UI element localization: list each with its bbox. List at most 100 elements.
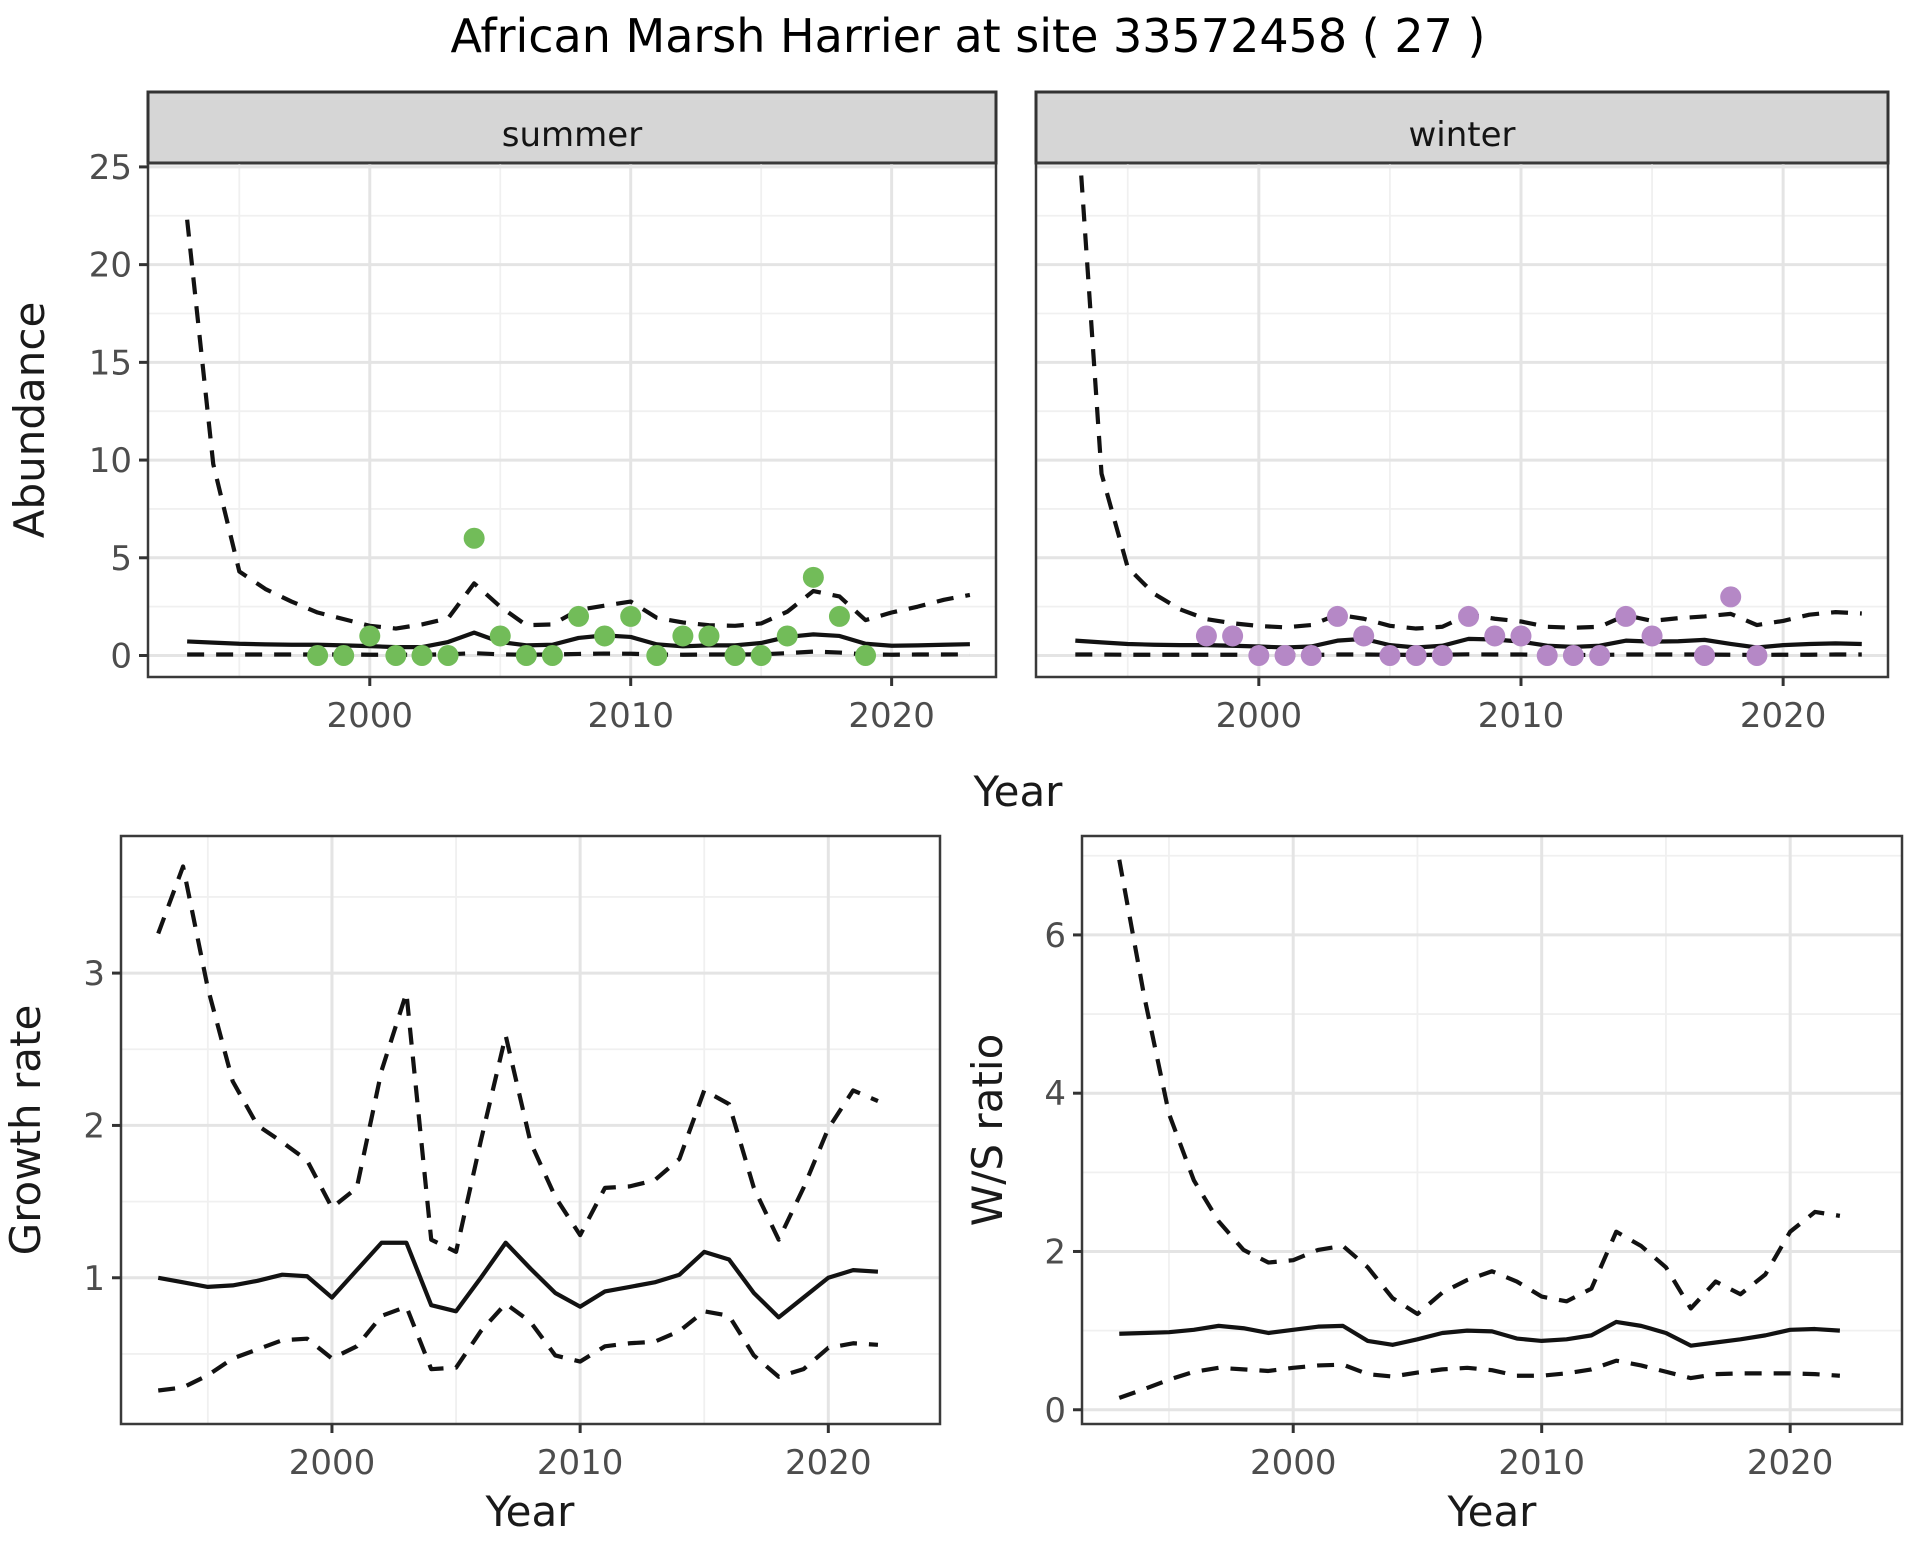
x-tick-label: 2010 (1478, 696, 1565, 736)
lower-ci-line (157, 1301, 879, 1393)
data-point (1589, 645, 1611, 667)
data-point (541, 645, 563, 667)
data-point (489, 625, 511, 647)
panel-ws-ratio: 2000 2010 2020 0 2 4 6 (1044, 834, 1904, 1483)
data-point (855, 645, 877, 667)
panel-border (146, 161, 998, 679)
gridlines-major (1082, 836, 1902, 1424)
fit-line (1119, 1319, 1841, 1348)
data-point (1379, 645, 1401, 667)
axis-ticks: 2000 2010 2020 (1216, 677, 1827, 736)
data-point (1326, 605, 1348, 627)
data-point (672, 625, 694, 647)
y-tick-label: 6 (1044, 916, 1066, 956)
data-point (620, 605, 642, 627)
data-point (1641, 625, 1663, 647)
x-tick-label: 2000 (289, 1443, 376, 1483)
data-point (1720, 586, 1742, 608)
data-point (1615, 605, 1637, 627)
lower-ci-line (1075, 652, 1862, 658)
plot-title: African Marsh Harrier at site 33572458 (… (451, 9, 1486, 63)
x-tick-label: 2010 (587, 696, 674, 736)
gridlines-minor (121, 836, 940, 1424)
y-axis-title-ws-ratio: W/S ratio (963, 1034, 1012, 1227)
data-point (515, 645, 537, 667)
data-point (1405, 645, 1427, 667)
y-tick-label: 4 (1044, 1074, 1066, 1114)
data-point (646, 645, 668, 667)
panel-winter: 2000 2010 2020 (1034, 161, 1890, 736)
data-point (568, 605, 590, 627)
data-point (802, 566, 824, 588)
x-axis-title-year-top: Year (973, 767, 1064, 816)
fit-line (157, 1240, 879, 1320)
series-group (1117, 859, 1841, 1400)
axis-ticks: 2000 2010 2020 0 2 4 6 (1044, 916, 1833, 1483)
gridlines-minor (1036, 163, 1888, 677)
data-point (1300, 645, 1322, 667)
panel-growth-rate: 2000 2010 2020 1 2 3 (83, 834, 942, 1483)
data-point (1746, 645, 1768, 667)
data-point (1353, 625, 1375, 647)
strip-label-summer: summer (502, 115, 642, 155)
panel-summer: 2000 2010 2020 0 5 10 15 20 25 (89, 148, 998, 736)
y-tick-label: 10 (89, 441, 132, 481)
x-axis-title-year-growth: Year (485, 1487, 576, 1536)
x-axis-title-year-ws: Year (1447, 1487, 1538, 1536)
x-tick-label: 2000 (1250, 1443, 1337, 1483)
data-point (1195, 625, 1217, 647)
strip-background (1034, 90, 1890, 165)
data-point (1693, 645, 1715, 667)
data-point (385, 645, 407, 667)
data-point (698, 625, 720, 647)
upper-ci-line (156, 864, 879, 1254)
data-point (1562, 645, 1584, 667)
panel-border (1080, 834, 1904, 1426)
gridlines-major (121, 836, 940, 1424)
upper-ci-line (1078, 163, 1862, 631)
y-tick-label: 2 (1044, 1232, 1066, 1272)
x-tick-label: 2020 (785, 1443, 872, 1483)
x-tick-label: 2000 (1216, 696, 1303, 736)
y-tick-label: 0 (1044, 1391, 1066, 1431)
upper-ci-line (185, 219, 971, 631)
y-tick-label: 0 (110, 637, 132, 677)
series-group (185, 219, 971, 657)
gridlines-minor (148, 163, 996, 677)
data-point (1484, 625, 1506, 647)
strip-background (146, 90, 998, 165)
facet-strip-summer: summer (146, 90, 998, 165)
x-tick-label: 2020 (1740, 696, 1827, 736)
data-point (307, 645, 329, 667)
data-point (411, 645, 433, 667)
data-point (724, 645, 746, 667)
x-tick-label: 2010 (1498, 1443, 1585, 1483)
data-point (1510, 625, 1532, 647)
y-tick-label: 15 (89, 343, 132, 383)
data-point (463, 527, 485, 549)
facet-strip-winter: winter (1034, 90, 1890, 165)
data-point (333, 645, 355, 667)
panel-border (1034, 161, 1890, 679)
series-group (1075, 163, 1862, 658)
y-tick-label: 3 (83, 954, 105, 994)
panel-border (119, 834, 942, 1426)
gridlines-major (148, 163, 996, 677)
data-point (828, 605, 850, 627)
strip-label-winter: winter (1408, 115, 1515, 155)
data-point (1222, 625, 1244, 647)
data-point (1536, 645, 1558, 667)
data-point (359, 625, 381, 647)
y-tick-label: 2 (83, 1106, 105, 1146)
y-tick-label: 25 (89, 148, 132, 188)
series-group (156, 864, 879, 1393)
x-tick-label: 2000 (327, 696, 414, 736)
data-point (1274, 645, 1296, 667)
x-tick-label: 2020 (848, 696, 935, 736)
y-axis-title-growth-rate: Growth rate (1, 1005, 50, 1256)
data-point (1248, 645, 1270, 667)
axis-ticks: 2000 2010 2020 1 2 3 (83, 954, 871, 1483)
x-tick-label: 2020 (1747, 1443, 1834, 1483)
